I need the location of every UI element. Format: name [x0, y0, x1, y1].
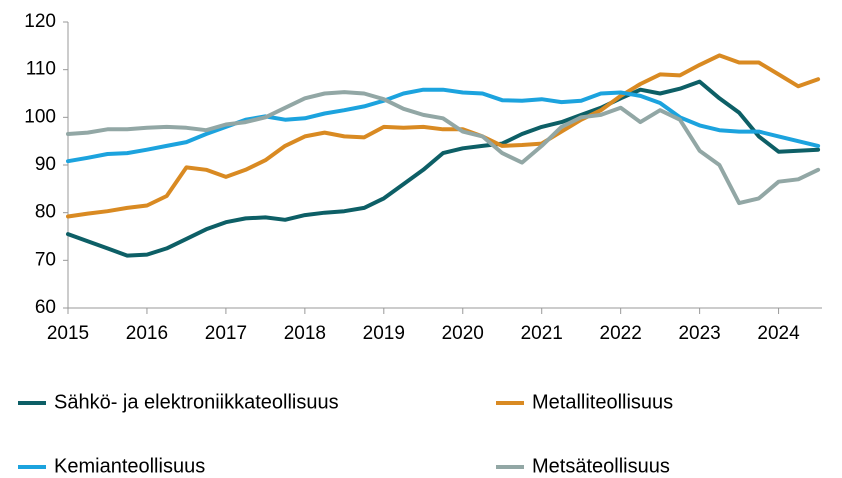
legend-label: Sähkö- ja elektroniikkateollisuus: [54, 391, 339, 413]
x-tick-label: 2015: [47, 323, 89, 344]
series-line: [66, 87, 821, 164]
y-tick-label: 90: [35, 154, 56, 175]
x-tick-label: 2024: [757, 323, 800, 344]
x-tick-label: 2019: [363, 323, 405, 344]
series-line: [66, 53, 821, 219]
x-tick-label: 2016: [126, 323, 168, 344]
series-line: [66, 79, 821, 258]
x-tick-label: 2022: [600, 323, 642, 344]
y-tick-label: 120: [24, 11, 56, 32]
legend-label: Kemianteollisuus: [54, 455, 205, 477]
y-tick-label: 70: [35, 249, 56, 270]
x-tick-label: 2018: [284, 323, 326, 344]
x-tick-label: 2021: [521, 323, 563, 344]
y-tick-label: 60: [35, 297, 56, 318]
legend-label: Metalliteollisuus: [532, 391, 673, 413]
x-tick-label: 2017: [205, 323, 247, 344]
y-tick-label: 100: [24, 106, 56, 127]
y-tick-label: 110: [26, 59, 56, 80]
x-tick-label: 2020: [442, 323, 484, 344]
series-line: [66, 90, 821, 206]
legend-label: Metsäteollisuus: [532, 455, 670, 477]
x-tick-label: 2023: [678, 323, 720, 344]
y-tick-label: 80: [35, 202, 56, 223]
